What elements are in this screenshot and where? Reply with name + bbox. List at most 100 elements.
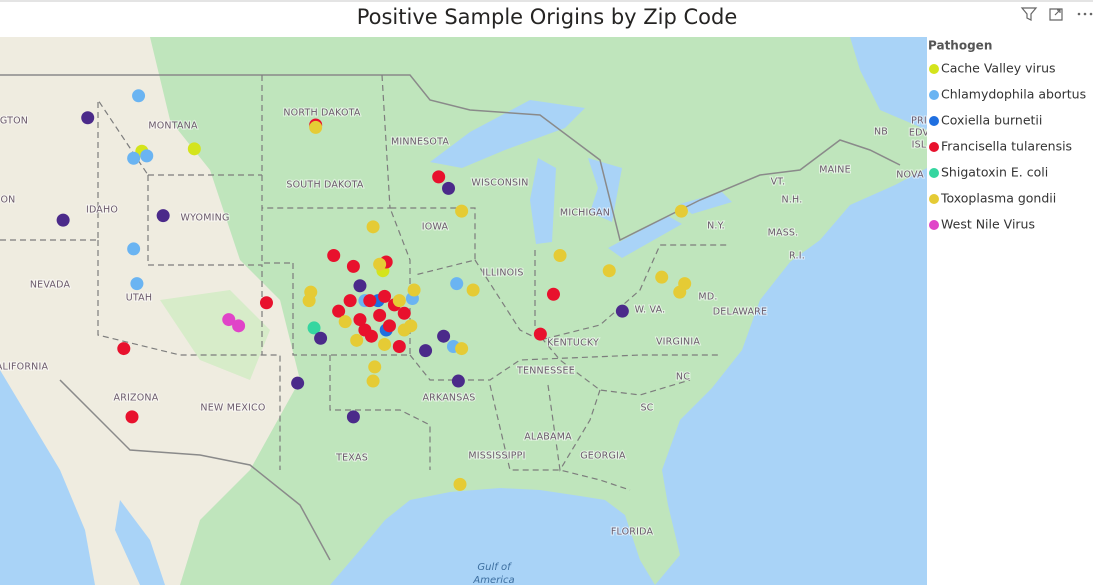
sample-point bbox=[314, 331, 328, 345]
map-label: GTON bbox=[0, 116, 28, 127]
state-border bbox=[547, 384, 601, 472]
legend-label: Toxoplasma gondii bbox=[940, 191, 1056, 206]
sample-point bbox=[222, 313, 236, 327]
legend-label: Coxiella burnetii bbox=[941, 113, 1042, 128]
sample-point bbox=[346, 259, 360, 273]
map-label: MINNESOTA bbox=[391, 137, 449, 148]
sample-point bbox=[125, 410, 139, 424]
sample-point bbox=[156, 209, 170, 223]
state-border bbox=[474, 244, 730, 341]
sample-point bbox=[419, 344, 433, 358]
map-label: UTAH bbox=[126, 293, 152, 304]
legend-swatch bbox=[929, 168, 939, 178]
map-label: ALIFORNIA bbox=[0, 362, 48, 373]
sample-point bbox=[437, 329, 451, 343]
sample-point bbox=[392, 294, 406, 308]
map-label: MASS. bbox=[768, 228, 799, 239]
map-label: SOUTH DAKOTA bbox=[286, 180, 364, 191]
legend: Cache Valley virus Chlamydophila abortus C… bbox=[929, 61, 1086, 232]
sample-point bbox=[338, 315, 352, 329]
map-label: ALABAMA bbox=[524, 432, 572, 443]
sample-point bbox=[404, 319, 418, 333]
legend-label: Chlamydophila abortus bbox=[941, 87, 1086, 102]
sample-point bbox=[291, 376, 305, 390]
legend-swatch bbox=[929, 64, 939, 74]
sample-point bbox=[232, 319, 246, 333]
sample-point bbox=[353, 279, 367, 293]
map-label: N.H. bbox=[782, 195, 803, 206]
map-label: NOVA bbox=[896, 170, 924, 181]
legend-panel bbox=[927, 37, 1093, 585]
sample-point bbox=[353, 313, 367, 327]
state-border bbox=[97, 240, 281, 470]
map-label: NEW MEXICO bbox=[200, 403, 265, 414]
lake-huron bbox=[588, 158, 622, 222]
legend-label: West Nile Virus bbox=[941, 217, 1035, 232]
map-label: NB bbox=[874, 127, 888, 138]
focus-mode-icon[interactable] bbox=[1049, 8, 1063, 21]
sample-point bbox=[392, 340, 406, 354]
sample-point bbox=[373, 257, 387, 271]
lake-michigan bbox=[530, 158, 556, 244]
map-label: W. VA. bbox=[635, 305, 666, 316]
sample-point bbox=[327, 248, 341, 262]
sample-point bbox=[302, 294, 316, 308]
state-border bbox=[0, 98, 149, 241]
map-labels: NORTH DAKOTA MINNESOTA MONTANA SOUTH DAKOTA… bbox=[0, 107, 930, 585]
sample-point bbox=[407, 283, 421, 297]
gulf-of-california bbox=[115, 500, 165, 585]
sample-point bbox=[127, 151, 141, 165]
map-label: DELAWARE bbox=[713, 307, 767, 318]
sample-point bbox=[307, 321, 321, 335]
map-label: MAINE bbox=[819, 165, 851, 176]
sample-point bbox=[673, 285, 687, 299]
sample-point bbox=[442, 181, 456, 195]
map-label: MISSISSIPPI bbox=[468, 451, 525, 462]
legend-label: Francisella tularensis bbox=[941, 139, 1072, 154]
sample-point bbox=[674, 204, 688, 218]
sample-point bbox=[187, 142, 201, 156]
map-label: MD. bbox=[698, 292, 717, 303]
map-label: MICHIGAN bbox=[560, 208, 610, 219]
visual-header-icons bbox=[1020, 7, 1093, 21]
map-label: NEVADA bbox=[30, 280, 71, 291]
map-label: SC bbox=[640, 403, 653, 414]
map-label: N.Y. bbox=[707, 221, 725, 232]
legend-title: Pathogen bbox=[928, 39, 992, 53]
map-label: NORTH DAKOTA bbox=[283, 108, 361, 119]
sample-point bbox=[451, 374, 465, 388]
legend-label: Cache Valley virus bbox=[941, 61, 1056, 76]
map-label: NC bbox=[676, 372, 690, 383]
legend-label: Shigatoxin E. coli bbox=[941, 165, 1048, 180]
sample-point bbox=[615, 304, 629, 318]
more-options-icon[interactable] bbox=[1077, 12, 1093, 16]
map-label: GEORGIA bbox=[580, 451, 626, 462]
sample-point bbox=[378, 337, 392, 351]
mountain-forest bbox=[160, 290, 270, 380]
map-label: FLORIDA bbox=[611, 527, 654, 538]
sample-point bbox=[553, 248, 567, 262]
sample-point bbox=[368, 360, 382, 374]
gulf-of-st-lawrence bbox=[850, 37, 927, 130]
state-border bbox=[329, 355, 431, 470]
points bbox=[56, 89, 692, 491]
state-border bbox=[261, 75, 293, 264]
sample-point bbox=[259, 296, 273, 310]
legend-swatch bbox=[929, 220, 939, 230]
sample-point bbox=[378, 289, 392, 303]
lake-ontario bbox=[680, 192, 732, 214]
sample-point bbox=[363, 294, 377, 308]
sample-point bbox=[364, 329, 378, 343]
arid-land bbox=[0, 37, 300, 585]
lake-superior bbox=[430, 100, 585, 168]
sample-point bbox=[81, 111, 95, 125]
sample-point bbox=[450, 277, 464, 291]
filter-icon[interactable] bbox=[1020, 7, 1038, 21]
atlantic-ocean bbox=[655, 168, 927, 585]
sample-point bbox=[602, 264, 616, 278]
sample-point bbox=[455, 204, 469, 218]
sample-point bbox=[127, 242, 141, 256]
sample-point bbox=[533, 327, 547, 341]
map-label: ILLINOIS bbox=[482, 268, 523, 279]
